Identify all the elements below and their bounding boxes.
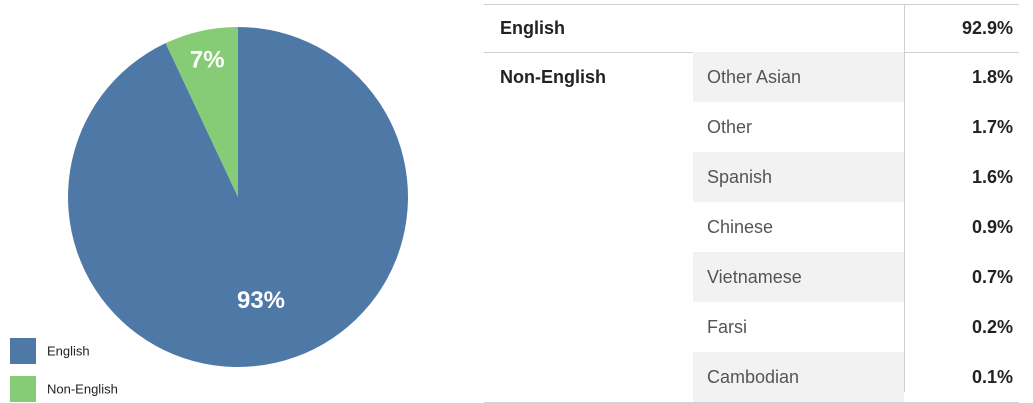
sub-label: Vietnamese bbox=[707, 266, 802, 287]
row-shade bbox=[693, 352, 904, 402]
legend-swatch bbox=[10, 376, 36, 402]
pie-chart: 93% 7% English Non-English bbox=[10, 27, 408, 402]
row-label: English bbox=[500, 17, 566, 38]
legend-swatch bbox=[10, 338, 36, 364]
sub-label: Cambodian bbox=[707, 366, 800, 387]
slice-label: 93% bbox=[237, 287, 285, 314]
sub-value: 0.2% bbox=[971, 316, 1013, 337]
sub-value: 0.9% bbox=[971, 216, 1013, 237]
sub-label: Spanish bbox=[707, 166, 773, 187]
row-shade bbox=[693, 52, 904, 102]
slice-label: 7% bbox=[190, 47, 225, 74]
sub-value: 0.1% bbox=[971, 366, 1013, 387]
row-shade bbox=[693, 152, 904, 202]
sub-value: 1.7% bbox=[971, 116, 1013, 137]
sub-label: Other Asian bbox=[707, 66, 802, 87]
sub-label: Other bbox=[707, 116, 753, 137]
sub-label: Chinese bbox=[707, 216, 774, 237]
row-value: 92.9% bbox=[961, 17, 1013, 38]
group-label: Non-English bbox=[500, 66, 606, 87]
sub-label: Farsi bbox=[707, 316, 747, 337]
table-border bbox=[484, 4, 1019, 5]
row-shade bbox=[693, 252, 904, 302]
pie-slice bbox=[165, 27, 238, 197]
legend-label: English bbox=[47, 343, 90, 358]
legend-label: Non-English bbox=[47, 381, 118, 396]
sub-value: 1.8% bbox=[971, 66, 1013, 87]
sub-value: 0.7% bbox=[971, 266, 1013, 287]
column-border bbox=[904, 4, 905, 392]
sub-value: 1.6% bbox=[971, 166, 1013, 187]
